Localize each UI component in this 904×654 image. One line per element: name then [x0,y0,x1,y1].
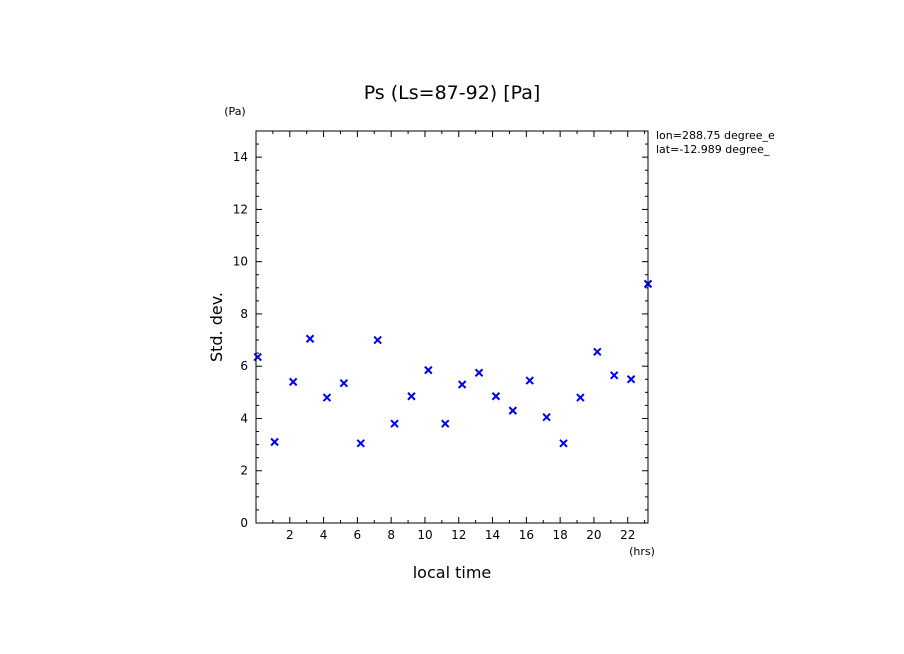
data-points [253,279,653,448]
data-point-marker [270,437,279,447]
x-tick-label: 4 [320,528,328,542]
axes: 0 2 4 6 8 10 12 14 2 4 6 8 10 12 14 16 18 20 22 [233,130,648,542]
data-point-marker [253,352,262,362]
y-tick-label: 4 [240,411,248,425]
data-point-marker [441,419,450,428]
data-point-marker [424,365,433,375]
x-tick-label: 18 [552,528,567,542]
y-tick-label: 12 [233,202,248,216]
data-point-marker [525,376,534,385]
annotation-lon: lon=288.75 degree_e [656,129,775,142]
annotation-lat: lat=-12.989 degree_ [656,143,770,156]
x-tick-label: 16 [519,528,534,542]
x-tick-label: 8 [387,528,395,542]
data-point-marker [457,380,467,389]
x-tick-label: 22 [620,528,635,542]
data-point-marker [626,375,636,384]
chart-title: Ps (Ls=87-92) [Pa] [364,82,541,104]
x-tick-label: 12 [451,528,466,542]
data-point-marker [305,334,315,343]
y-tick-label: 10 [233,255,248,269]
data-point-marker [576,393,585,402]
data-point-marker [288,377,298,387]
plot-frame [255,130,649,524]
data-point-marker [339,378,349,388]
x-tick-label: 14 [485,528,500,542]
data-point-marker [407,392,416,401]
x-tick-label: 6 [354,528,362,542]
data-point-marker [356,439,365,448]
x-tick-label: 10 [417,528,432,542]
x-axis-label: local time [413,563,492,582]
y-tick-label: 8 [240,307,248,321]
data-point-marker [322,393,332,402]
data-point-marker [491,392,501,401]
data-point-marker [390,419,399,428]
y-tick-label: 6 [240,359,248,373]
y-tick-label: 0 [240,516,248,530]
x-tick-label: 2 [286,528,294,542]
y-tick-label: 2 [240,464,248,478]
x-unit-label: (hrs) [629,545,655,558]
data-point-marker [542,412,551,422]
x-tick-label: 20 [586,528,601,542]
data-point-marker [559,439,568,448]
data-point-marker [593,347,602,357]
data-point-marker [609,371,619,380]
y-unit-label: (Pa) [224,105,245,118]
data-point-marker [373,335,382,345]
data-point-marker [508,406,518,415]
y-axis-label: Std. dev. [207,292,226,362]
data-point-marker [474,368,484,377]
y-tick-label: 14 [233,150,248,164]
